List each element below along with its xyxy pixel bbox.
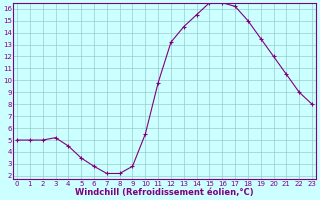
X-axis label: Windchill (Refroidissement éolien,°C): Windchill (Refroidissement éolien,°C) bbox=[75, 188, 254, 197]
